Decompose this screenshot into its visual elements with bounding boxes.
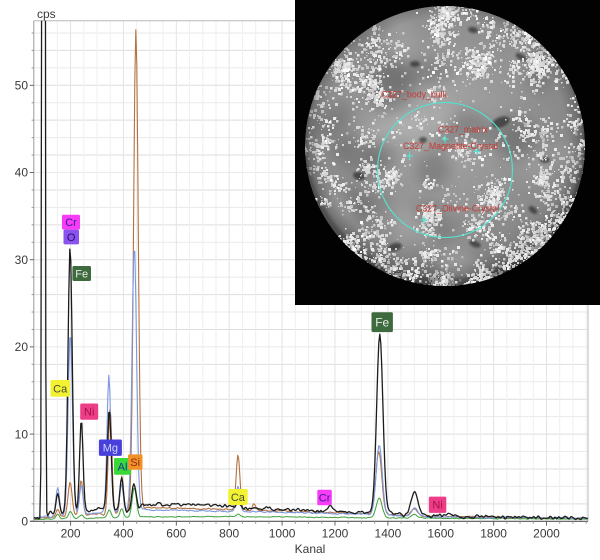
svg-text:Kanal: Kanal (295, 542, 326, 556)
svg-text:2000: 2000 (533, 527, 560, 541)
svg-text:Ni: Ni (84, 407, 94, 419)
svg-text:1000: 1000 (269, 527, 296, 541)
svg-text:200: 200 (61, 527, 81, 541)
svg-text:Si: Si (130, 457, 140, 469)
svg-text:0: 0 (21, 515, 28, 529)
svg-text:C327_body_bulk: C327_body_bulk (381, 90, 448, 100)
svg-text:Cr: Cr (319, 493, 331, 505)
svg-text:C327_Olivine-Crystal: C327_Olivine-Crystal (416, 204, 499, 214)
svg-text:Fe: Fe (75, 269, 88, 281)
svg-text:Fe: Fe (375, 316, 389, 330)
svg-text:Ca: Ca (53, 383, 68, 395)
svg-text:1600: 1600 (427, 527, 454, 541)
svg-text:40: 40 (15, 166, 29, 180)
svg-text:Ca: Ca (231, 492, 246, 504)
svg-text:1200: 1200 (322, 527, 349, 541)
svg-text:400: 400 (113, 527, 133, 541)
svg-text:1800: 1800 (480, 527, 507, 541)
svg-text:30: 30 (15, 253, 29, 267)
svg-text:50: 50 (15, 79, 29, 93)
svg-text:C327_Magnetite-Crystal: C327_Magnetite-Crystal (403, 141, 498, 151)
svg-text:C327_matrix: C327_matrix (438, 125, 488, 135)
svg-text:cps: cps (37, 7, 56, 21)
svg-text:10: 10 (15, 427, 29, 441)
svg-text:O: O (67, 232, 76, 244)
svg-text:600: 600 (166, 527, 186, 541)
svg-text:Ni: Ni (432, 500, 442, 512)
svg-text:Mg: Mg (103, 443, 118, 455)
svg-text:800: 800 (219, 527, 239, 541)
svg-text:20: 20 (15, 340, 29, 354)
svg-text:Al: Al (118, 461, 128, 473)
svg-text:Cr: Cr (65, 217, 77, 229)
svg-text:1400: 1400 (375, 527, 402, 541)
